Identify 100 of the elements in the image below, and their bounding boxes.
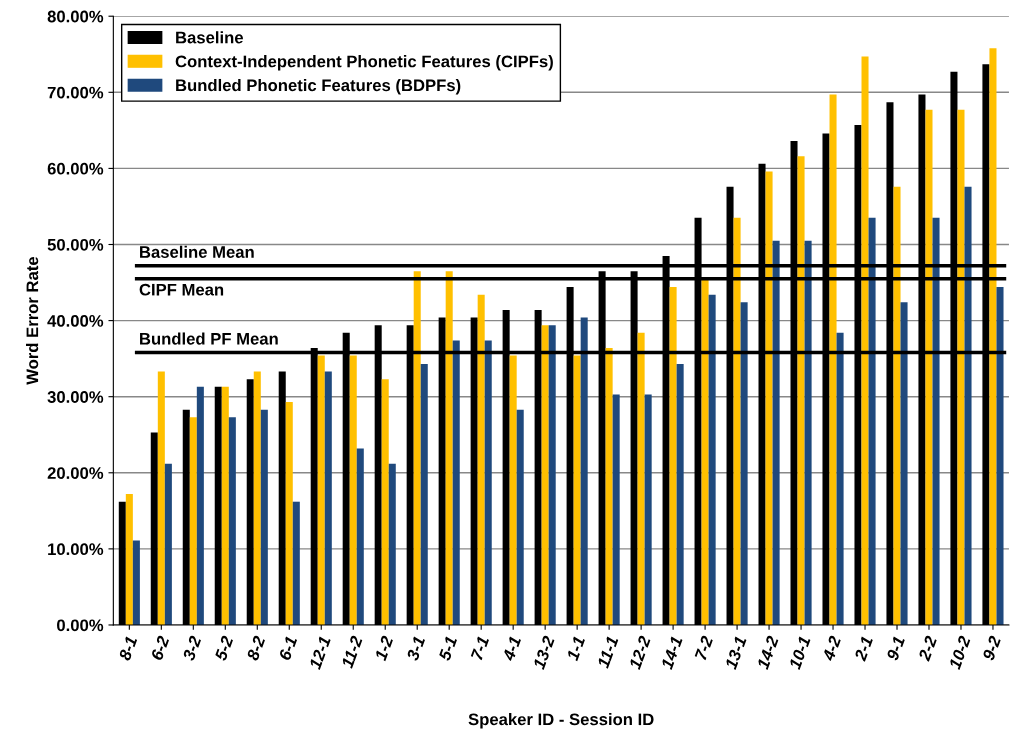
bar <box>765 171 773 625</box>
bar <box>900 302 908 625</box>
bar <box>644 394 652 625</box>
bar <box>484 340 492 625</box>
bar <box>772 240 780 625</box>
x-tick-label: 11-2 <box>340 635 363 669</box>
bar <box>125 494 133 625</box>
y-tick-label: 50.00% <box>47 238 104 251</box>
x-tick-label: 5-2 <box>214 635 234 662</box>
bar <box>932 217 940 625</box>
bar <box>285 402 293 625</box>
x-tick-label: 14-2 <box>756 635 779 670</box>
bar <box>733 217 741 625</box>
x-tick-label: 8-1 <box>118 635 138 662</box>
bar <box>477 294 485 625</box>
bar <box>356 448 364 625</box>
bar <box>189 417 197 625</box>
ref-line-label: Baseline Mean <box>140 245 254 258</box>
x-tick-label: 3-2 <box>182 635 202 662</box>
legend-label: Context-Independent Phonetic Features (CIPFs) <box>175 55 553 71</box>
bar <box>548 325 556 625</box>
ref-line-label: Bundled PF Mean <box>140 332 278 345</box>
bar <box>612 394 620 625</box>
bar <box>157 371 165 625</box>
bar <box>221 386 229 625</box>
bar <box>708 294 716 625</box>
y-tick-label: 10.00% <box>48 543 104 556</box>
x-axis-title: Speaker ID - Session ID <box>468 713 654 729</box>
y-tick-label: 30.00% <box>47 391 104 403</box>
bar <box>349 355 357 625</box>
x-tick-label: 10-2 <box>948 635 971 670</box>
bar <box>573 355 581 625</box>
ref-line-label: CIPF Mean <box>139 283 224 296</box>
bar <box>164 463 172 625</box>
y-tick-label: 20.00% <box>47 467 104 479</box>
bar <box>420 363 428 625</box>
y-tick-label: 0.00% <box>57 619 104 632</box>
bar <box>381 379 389 625</box>
bar <box>292 501 300 625</box>
bar <box>509 355 517 625</box>
x-tick-label: 6-1 <box>278 635 298 661</box>
bar <box>637 332 645 625</box>
bar <box>829 94 837 625</box>
bar <box>989 48 997 625</box>
x-tick-label: 12-1 <box>308 635 331 670</box>
bar <box>861 56 869 625</box>
bar <box>605 347 613 625</box>
legend-label: Bundled Phonetic Features (BDPFs) <box>176 78 461 95</box>
x-tick-label: 8-2 <box>246 635 266 662</box>
bar <box>964 186 972 625</box>
x-tick-label: 4-2 <box>821 635 842 662</box>
x-tick-label: 1-1 <box>566 635 586 662</box>
bar <box>701 278 709 625</box>
bar <box>388 463 396 625</box>
x-tick-label: 13-1 <box>724 635 747 670</box>
bar <box>740 302 748 625</box>
bar <box>925 109 933 625</box>
x-tick-label: 12-2 <box>628 635 651 670</box>
bar <box>836 332 844 625</box>
x-tick-label: 5-1 <box>438 635 458 662</box>
x-tick-label: 7-1 <box>470 635 490 661</box>
y-tick-label: 40.00% <box>47 315 104 327</box>
x-tick-label: 7-2 <box>694 635 714 661</box>
bar <box>452 340 460 625</box>
bar <box>516 409 524 625</box>
x-tick-label: 11-1 <box>597 635 619 669</box>
x-tick-label: 4-1 <box>502 635 522 662</box>
bar <box>893 186 901 625</box>
bar <box>797 156 805 625</box>
bar <box>669 287 677 625</box>
x-tick-label: 6-2 <box>150 635 170 661</box>
bar <box>324 371 332 625</box>
x-tick-label: 3-1 <box>406 635 426 662</box>
y-tick-label: 70.00% <box>47 86 104 99</box>
bar <box>868 217 876 625</box>
bar <box>996 287 1004 625</box>
bar <box>804 240 812 625</box>
x-tick-label: 1-2 <box>374 635 394 662</box>
bar <box>132 540 140 625</box>
bar <box>957 109 965 625</box>
bar <box>445 271 453 625</box>
bar <box>260 409 268 625</box>
bar <box>228 417 236 625</box>
y-tick-label: 60.00% <box>47 162 104 175</box>
bar <box>253 371 261 625</box>
x-tick-label: 2-1 <box>853 635 873 662</box>
x-tick-label: 10-1 <box>788 635 811 670</box>
x-tick-label: 13-2 <box>532 635 556 670</box>
bar <box>317 355 325 625</box>
y-tick-label: 80.00% <box>47 10 104 23</box>
y-axis-title: Word Error Rate <box>26 256 39 385</box>
x-tick-label: 9-2 <box>982 635 1002 662</box>
x-tick-label: 14-1 <box>660 635 683 670</box>
bar <box>541 325 549 625</box>
bar <box>580 317 588 625</box>
bar <box>196 386 204 625</box>
x-tick-label: 2-2 <box>917 635 938 662</box>
bar <box>676 363 684 625</box>
x-tick-label: 9-1 <box>886 635 906 662</box>
bar <box>413 271 421 625</box>
